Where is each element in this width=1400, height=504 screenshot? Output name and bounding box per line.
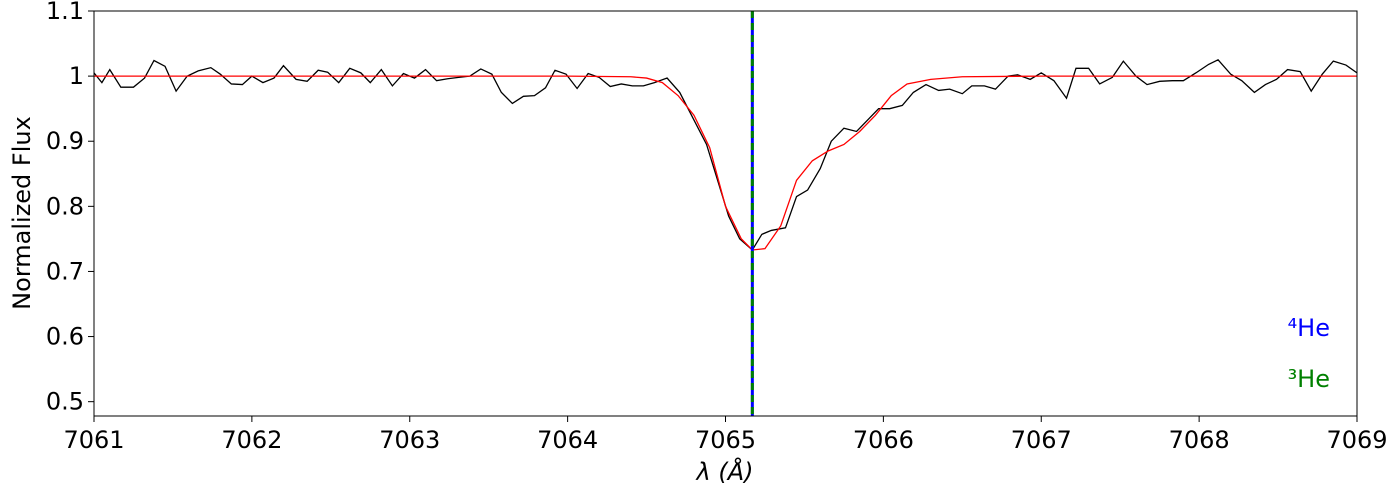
x-tick-label: 7065 xyxy=(695,426,756,454)
x-tick-label: 7067 xyxy=(1011,426,1072,454)
y-tick-label: 0.5 xyxy=(46,388,84,416)
line-label: ⁴He xyxy=(1288,314,1330,342)
x-tick-label: 7064 xyxy=(537,426,598,454)
x-tick-label: 7069 xyxy=(1326,426,1387,454)
y-tick-label: 0.6 xyxy=(46,323,84,351)
y-tick-label: 0.7 xyxy=(46,257,84,285)
y-axis-label: Normalized Flux xyxy=(8,116,36,310)
x-tick-label: 7062 xyxy=(221,426,282,454)
x-axis-label: λ (Å) xyxy=(695,457,754,486)
spectrum-line xyxy=(93,59,1358,251)
y-tick-label: 0.8 xyxy=(46,192,84,220)
x-tick-label: 7063 xyxy=(379,426,440,454)
line-label: ³He xyxy=(1288,365,1330,393)
plot-frame xyxy=(93,10,1358,417)
x-tick-label: 7068 xyxy=(1169,426,1230,454)
y-tick-label: 1.1 xyxy=(46,0,84,25)
x-tick-label: 7061 xyxy=(63,426,124,454)
y-tick-label: 0.9 xyxy=(46,127,84,155)
spectrum-line xyxy=(94,75,1357,251)
y-tick-label: 1 xyxy=(69,62,84,90)
x-tick-label: 7066 xyxy=(853,426,914,454)
